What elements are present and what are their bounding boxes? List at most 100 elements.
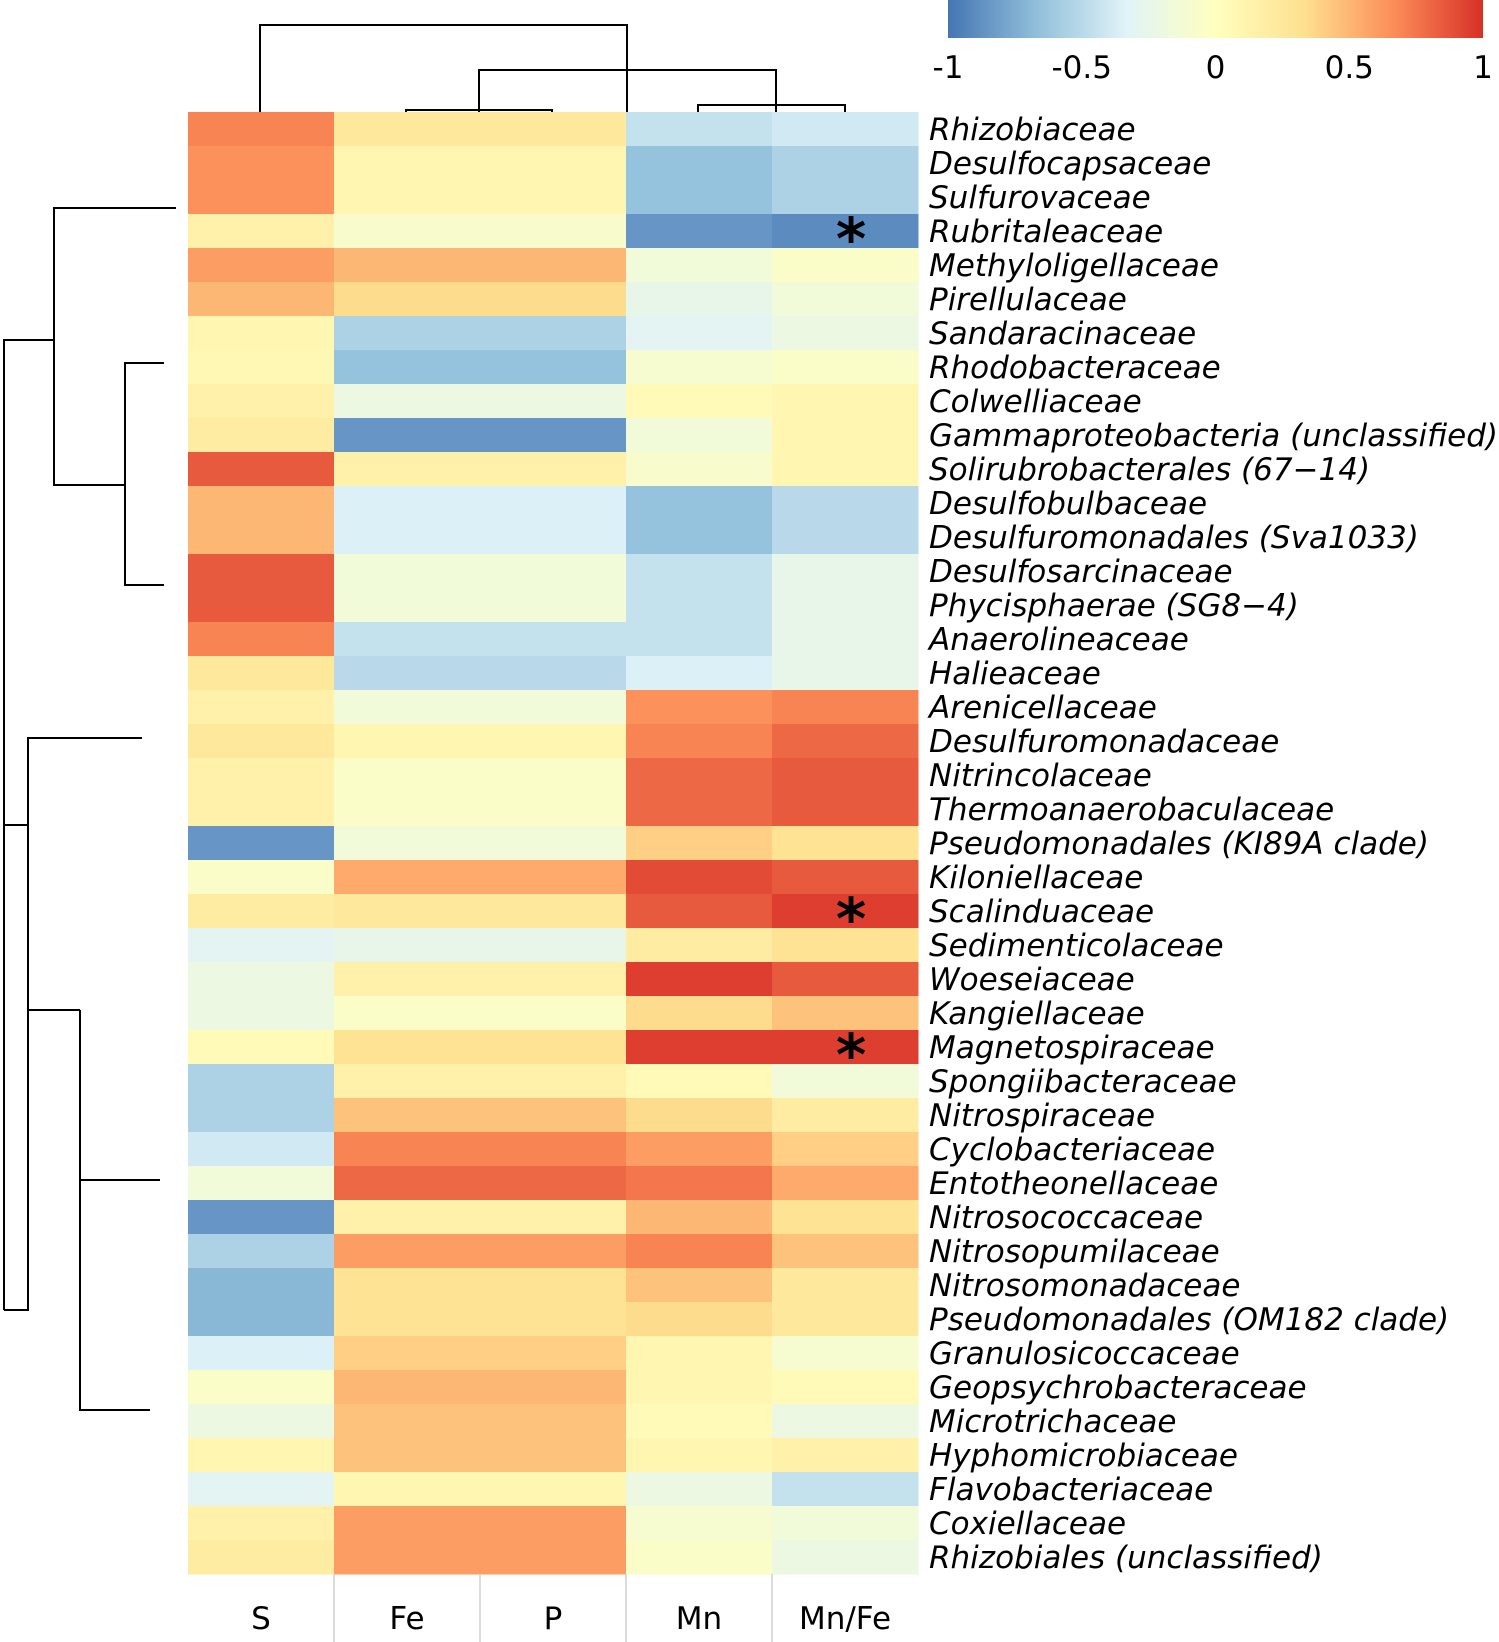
significance-star-scalinduaceae: * <box>836 885 866 953</box>
cell-arenicellaceae-p <box>480 690 627 725</box>
column-label-p: P <box>544 1601 563 1637</box>
row-label-pseudomonadales-ki89a-clade: Pseudomonadales (KI89A clade) <box>929 826 1429 862</box>
cell-arenicellaceae-mn-fe <box>772 690 919 725</box>
row-label-microtrichaceae: Microtrichaceae <box>929 1404 1177 1440</box>
cell-anaerolineaceae-fe <box>334 622 481 657</box>
row-label-rubritaleaceae: Rubritaleaceae <box>929 214 1163 250</box>
cell-nitrosococcaceae-p <box>480 1200 627 1235</box>
cell-pseudomonadales-om182-clade-mn-fe <box>772 1302 919 1337</box>
cell-flavobacteriaceae-mn <box>626 1472 773 1507</box>
cell-colwelliaceae-mn-fe <box>772 384 919 419</box>
cell-nitrospiraceae-mn-fe <box>772 1098 919 1133</box>
cell-kiloniellaceae-mn-fe <box>772 860 919 895</box>
cell-rhodobacteraceae-s <box>188 350 335 385</box>
row-label-granulosicoccaceae: Granulosicoccaceae <box>929 1336 1240 1372</box>
cell-woeseiaceae-fe <box>334 962 481 997</box>
cell-cyclobacteriaceae-mn-fe <box>772 1132 919 1167</box>
cell-desulfocapsaceae-mn <box>626 146 773 181</box>
cell-microtrichaceae-fe <box>334 1404 481 1439</box>
row-label-sandaracinaceae: Sandaracinaceae <box>929 316 1196 352</box>
row-labels: RhizobiaceaeDesulfocapsaceaeSulfurovacea… <box>927 112 1498 1576</box>
cell-rhizobiales-unclassified-s <box>188 1540 335 1575</box>
significance-star-rubritaleaceae: * <box>836 205 866 273</box>
cell-thermoanaerobaculaceae-mn-fe <box>772 792 919 827</box>
cell-nitrospiraceae-mn <box>626 1098 773 1133</box>
cell-granulosicoccaceae-p <box>480 1336 627 1371</box>
cell-cyclobacteriaceae-p <box>480 1132 627 1167</box>
cell-rhizobiales-unclassified-p <box>480 1540 627 1575</box>
cell-rhizobiaceae-mn-fe <box>772 112 919 147</box>
cell-thermoanaerobaculaceae-mn <box>626 792 773 827</box>
cell-anaerolineaceae-mn-fe <box>772 622 919 657</box>
cell-granulosicoccaceae-mn <box>626 1336 773 1371</box>
cell-cyclobacteriaceae-mn <box>626 1132 773 1167</box>
row-label-rhodobacteraceae: Rhodobacteraceae <box>929 350 1221 386</box>
column-label-mn-fe: Mn/Fe <box>799 1601 891 1637</box>
significance-star-magnetospiraceae: * <box>836 1021 866 1089</box>
column-label-s: S <box>251 1601 271 1637</box>
cell-desulfosarcinaceae-s <box>188 554 335 589</box>
row-label-flavobacteriaceae: Flavobacteriaceae <box>929 1472 1213 1508</box>
cell-spongiibacteraceae-mn <box>626 1064 773 1099</box>
cell-sulfurovaceae-p <box>480 180 627 215</box>
cell-pseudomonadales-om182-clade-mn <box>626 1302 773 1337</box>
column-dendrogram <box>259 24 846 112</box>
row-label-nitrosococcaceae: Nitrosococcaceae <box>929 1200 1203 1236</box>
cell-desulfuromonadales-sva1033-s <box>188 520 335 555</box>
cell-arenicellaceae-fe <box>334 690 481 725</box>
cell-sedimenticolaceae-mn <box>626 928 773 963</box>
cell-halieaceae-mn <box>626 656 773 691</box>
cell-cyclobacteriaceae-fe <box>334 1132 481 1167</box>
cell-pseudomonadales-om182-clade-p <box>480 1302 627 1337</box>
cell-nitrosomonadaceae-mn <box>626 1268 773 1303</box>
cell-sandaracinaceae-p <box>480 316 627 351</box>
cell-pirellulaceae-fe <box>334 282 481 317</box>
cell-rhodobacteraceae-mn-fe <box>772 350 919 385</box>
cell-nitrospiraceae-p <box>480 1098 627 1133</box>
cell-spongiibacteraceae-mn-fe <box>772 1064 919 1099</box>
row-label-magnetospiraceae: Magnetospiraceae <box>929 1030 1215 1066</box>
cell-solirubrobacterales-67-14-p <box>480 452 627 487</box>
cell-colwelliaceae-fe <box>334 384 481 419</box>
cell-rhizobiaceae-mn <box>626 112 773 147</box>
cell-rhodobacteraceae-p <box>480 350 627 385</box>
cell-desulfosarcinaceae-mn <box>626 554 773 589</box>
row-label-nitrosopumilaceae: Nitrosopumilaceae <box>929 1234 1220 1270</box>
cell-flavobacteriaceae-p <box>480 1472 627 1507</box>
cell-desulfuromonadaceae-mn <box>626 724 773 759</box>
cell-woeseiaceae-s <box>188 962 335 997</box>
row-label-desulfobulbaceae: Desulfobulbaceae <box>929 486 1207 522</box>
cell-nitrincolaceae-mn <box>626 758 773 793</box>
cell-nitrosococcaceae-mn <box>626 1200 773 1235</box>
cell-rubritaleaceae-mn-fe <box>772 214 919 249</box>
cell-phycisphaerae-sg8-4-p <box>480 588 627 623</box>
row-label-halieaceae: Halieaceae <box>929 656 1101 692</box>
cell-gammaproteobacteria-unclassified-fe <box>334 418 481 453</box>
cell-rhizobiaceae-s <box>188 112 335 147</box>
cell-nitrosopumilaceae-mn <box>626 1234 773 1269</box>
cell-gammaproteobacteria-unclassified-s <box>188 418 335 453</box>
heatmap-cells <box>188 112 919 1575</box>
cell-desulfocapsaceae-p <box>480 146 627 181</box>
cell-nitrincolaceae-mn-fe <box>772 758 919 793</box>
cell-nitrospiraceae-s <box>188 1098 335 1133</box>
cell-desulfocapsaceae-s <box>188 146 335 181</box>
cell-granulosicoccaceae-mn-fe <box>772 1336 919 1371</box>
cell-geopsychrobacteraceae-fe <box>334 1370 481 1405</box>
cell-methyloligellaceae-mn-fe <box>772 248 919 283</box>
cell-methyloligellaceae-s <box>188 248 335 283</box>
cell-flavobacteriaceae-fe <box>334 1472 481 1507</box>
row-label-coxiellaceae: Coxiellaceae <box>929 1506 1126 1542</box>
cell-scalinduaceae-p <box>480 894 627 929</box>
cell-hyphomicrobiaceae-p <box>480 1438 627 1473</box>
cell-nitrosomonadaceae-p <box>480 1268 627 1303</box>
row-label-rhizobiales-unclassified: Rhizobiales (unclassified) <box>929 1540 1323 1576</box>
row-label-desulfuromonadaceae: Desulfuromonadaceae <box>929 724 1279 760</box>
colorbar-tick-label: 0.5 <box>1325 50 1374 86</box>
row-label-pirellulaceae: Pirellulaceae <box>929 282 1127 318</box>
cell-nitrosococcaceae-fe <box>334 1200 481 1235</box>
cell-phycisphaerae-sg8-4-mn-fe <box>772 588 919 623</box>
colorbar-tick-label: -0.5 <box>1052 50 1113 86</box>
cell-desulfuromonadaceae-fe <box>334 724 481 759</box>
cell-nitrosomonadaceae-mn-fe <box>772 1268 919 1303</box>
